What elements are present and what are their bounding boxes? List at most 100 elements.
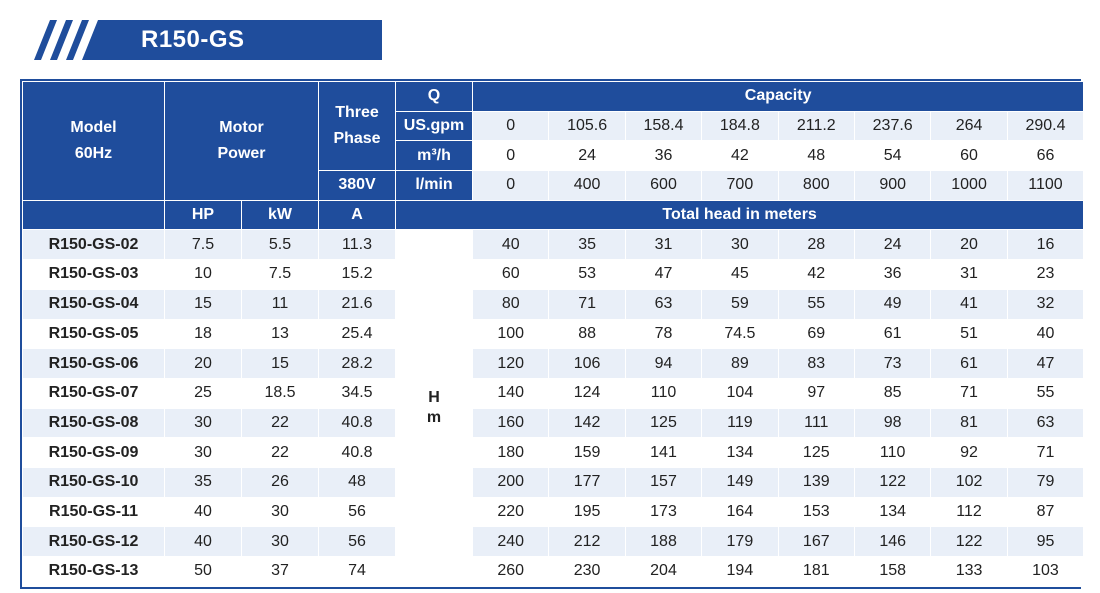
head-cell: 110 (853, 437, 932, 468)
model-cell: R150-GS-05 (22, 318, 165, 350)
head-cell: 81 (930, 407, 1008, 439)
head-cell: 73 (853, 348, 932, 379)
capacity-value: 54 (853, 140, 932, 172)
head-unit-m: m (426, 409, 442, 427)
head-cell: 260 (472, 556, 550, 587)
head-cell: 92 (930, 437, 1008, 468)
head-cell: 125 (624, 407, 703, 439)
head-cell: 157 (624, 466, 703, 498)
unit-row: m³/h 0 24 36 42 48 54 60 66 (23, 140, 1085, 172)
kw-cell: 37 (240, 556, 320, 587)
capacity-value: 211.2 (777, 110, 855, 142)
head-cell: 102 (930, 466, 1008, 498)
head-cell: 173 (624, 496, 703, 528)
head-cell: 149 (701, 466, 779, 498)
model-cell: R150-GS-11 (22, 496, 165, 528)
table-row: R150-GS-03 10 7.5 15.2 60 53 47 45 42 36 31 23 (22, 259, 1085, 290)
capacity-value: 0 (472, 140, 550, 172)
capacity-value: 60 (930, 140, 1008, 172)
a-cell: 56 (318, 496, 397, 528)
head-cell: 195 (548, 496, 626, 528)
model-cell: R150-GS-10 (22, 466, 165, 498)
kw-header: kW (240, 199, 320, 231)
head-cell: 95 (1006, 526, 1085, 557)
capacity-value: 800 (777, 170, 855, 201)
hp-cell: 10 (164, 259, 242, 290)
head-cell: 159 (548, 437, 626, 468)
head-cell: 63 (1006, 407, 1085, 439)
head-cell: 153 (777, 496, 855, 528)
table-row: R150-GS-12 40 30 56 240 212 188 179 167 146 122 95 (22, 526, 1085, 557)
head-cell: 120 (472, 348, 550, 379)
head-cell: 141 (624, 437, 703, 468)
performance-table-container: Model 60Hz Motor Power Three Phase Q Cap… (20, 79, 1085, 589)
kw-cell: 22 (240, 437, 320, 468)
head-cell: 220 (472, 496, 550, 528)
head-cell: 212 (548, 526, 626, 557)
voltage-label: 380V (318, 170, 397, 201)
a-cell: 15.2 (318, 259, 397, 290)
phase-header-line2: Phase (333, 130, 381, 148)
head-cell: 83 (777, 348, 855, 379)
table-row: R150-GS-05 18 13 25.4 100 88 78 74.5 69 61 51 40 (22, 318, 1085, 350)
head-cell: 69 (777, 318, 855, 350)
capacity-value: 1100 (1006, 170, 1085, 201)
head-cell: 31 (624, 229, 703, 261)
head-cell: 31 (930, 259, 1008, 290)
head-cell: 53 (548, 259, 626, 290)
head-cell: 100 (472, 318, 550, 350)
head-cell: 167 (777, 526, 855, 557)
head-cell: 146 (853, 526, 932, 557)
head-cell: 79 (1006, 466, 1085, 498)
a-cell: 34.5 (318, 377, 397, 409)
head-cell: 42 (777, 259, 855, 290)
hp-cell: 18 (164, 318, 242, 350)
stripes-decoration (20, 20, 130, 60)
head-cell: 134 (701, 437, 779, 468)
hp-cell: 50 (164, 556, 242, 587)
capacity-value: 158.4 (624, 110, 703, 142)
capacity-value: 237.6 (853, 110, 932, 142)
head-cell: 51 (930, 318, 1008, 350)
head-cell: 78 (624, 318, 703, 350)
head-cell: 63 (624, 288, 703, 320)
model-cell: R150-GS-06 (22, 348, 165, 379)
table-row: R150-GS-07 25 18.5 34.5 140 124 110 104 97 85 71 55 (22, 377, 1085, 409)
kw-cell: 30 (240, 496, 320, 528)
capacity-value: 700 (701, 170, 779, 201)
head-cell: 41 (930, 288, 1008, 320)
unit-row: US.gpm 0 105.6 158.4 184.8 211.2 237.6 264 290.4 (23, 110, 1085, 142)
capacity-value: 105.6 (548, 110, 626, 142)
head-cell: 200 (472, 466, 550, 498)
capacity-value: 48 (777, 140, 855, 172)
performance-table: Model 60Hz Motor Power Three Phase Q Cap… (22, 80, 1085, 587)
hp-cell: 25 (164, 377, 242, 409)
head-cell: 181 (777, 556, 855, 587)
head-cell: 20 (930, 229, 1008, 261)
table-row: R150-GS-04 15 11 21.6 80 71 63 59 55 49 41 32 (22, 288, 1085, 320)
head-cell: 188 (624, 526, 703, 557)
head-cell: 61 (930, 348, 1008, 379)
head-cell: 74.5 (701, 318, 779, 350)
head-cell: 60 (472, 259, 550, 290)
head-cell: 240 (472, 526, 550, 557)
phase-header: Three Phase (318, 80, 397, 172)
head-cell: 97 (777, 377, 855, 409)
head-cell: 71 (1006, 437, 1085, 468)
head-cell: 124 (548, 377, 626, 409)
head-cell: 16 (1006, 229, 1085, 261)
hp-cell: 30 (164, 437, 242, 468)
model-cell: R150-GS-04 (22, 288, 165, 320)
kw-cell: 11 (240, 288, 320, 320)
head-cell: 230 (548, 556, 626, 587)
a-cell: 28.2 (318, 348, 397, 379)
capacity-value: 400 (548, 170, 626, 201)
head-cell: 140 (472, 377, 550, 409)
head-cell: 125 (777, 437, 855, 468)
capacity-label: Capacity (472, 81, 1085, 112)
head-cell: 103 (1006, 556, 1085, 587)
motor-header-line1: Motor (219, 118, 264, 136)
capacity-value: 264 (930, 110, 1008, 142)
head-cell: 94 (624, 348, 703, 379)
